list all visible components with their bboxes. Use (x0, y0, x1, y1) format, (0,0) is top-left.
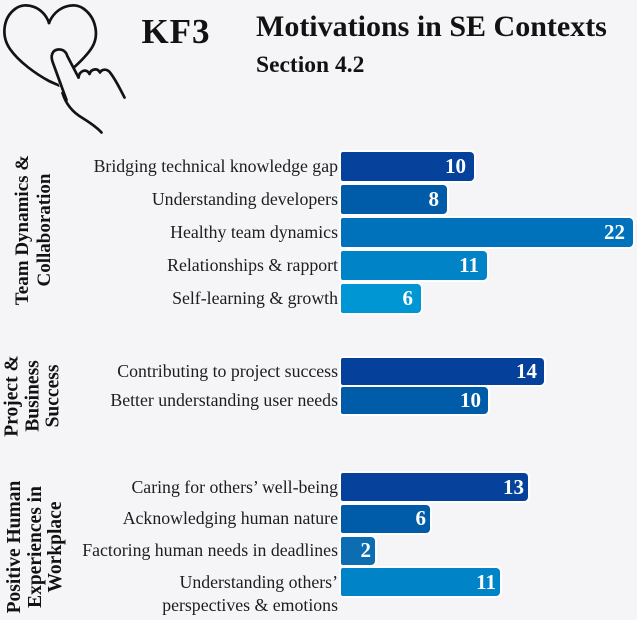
heart-tap-icon-svg (3, 4, 126, 134)
group-label-line: Project & (1, 355, 23, 437)
category-label-line: Healthy team dynamics (170, 221, 338, 242)
category-label-line: Better understanding user needs (110, 390, 338, 411)
bar-value: 11 (476, 569, 496, 594)
category-label-line: Caring for others’ well-being (131, 476, 338, 497)
bar-better-understanding-user-needs: 10 (341, 387, 488, 415)
bar-relationships-rapport: 11 (341, 251, 487, 281)
category-label-line: Self-learning & growth (172, 288, 338, 309)
category-label: Understanding others’ perspectives & emot… (48, 571, 338, 617)
heart-outline (3, 4, 61, 87)
category-label: Caring for others’ well-being (48, 476, 338, 499)
category-label-line: Contributing to project success (117, 360, 338, 381)
category-label: Bridging technical knowledge gap (48, 155, 338, 178)
finger-outline (50, 48, 80, 102)
bar-value: 22 (604, 219, 625, 244)
heart-tap-icon (0, 2, 130, 136)
category-label: Relationships & rapport (48, 254, 338, 277)
bar-value: 6 (402, 286, 414, 311)
category-label: Understanding developers (48, 188, 338, 211)
bar-value: 10 (460, 388, 481, 413)
category-label-line: perspectives & emotions (162, 594, 338, 615)
bar-understanding-others-perspectives-emotio: 11 (341, 568, 500, 597)
group-label-line: Experiences in (24, 486, 46, 608)
bar-value: 14 (516, 358, 537, 383)
bar-value: 2 (360, 538, 372, 563)
category-label-line: Relationships & rapport (167, 255, 338, 276)
group-label-line: Positive Human (3, 480, 25, 614)
bar-understanding-developers: 8 (341, 184, 447, 214)
category-label-line: Bridging technical knowledge gap (93, 155, 338, 176)
bar-value: 10 (445, 153, 466, 178)
group-label-line: Team Dynamics & (12, 154, 33, 306)
category-label: Factoring human needs in deadlines (48, 539, 338, 562)
category-label-line: Factoring human needs in deadlines (82, 540, 338, 561)
hand-silhouette (50, 48, 122, 130)
category-label: Acknowledging human nature (48, 507, 338, 530)
bar-factoring-human-needs-in-deadlines: 2 (341, 536, 375, 565)
group-label-line: Business (21, 360, 43, 432)
category-label-line: Understanding developers (151, 188, 338, 209)
category-label: Healthy team dynamics (48, 221, 338, 244)
category-label: Better understanding user needs (48, 389, 338, 412)
category-label: Self-learning & growth (48, 287, 338, 310)
bar-bridging-technical-knowledge-gap: 10 (341, 151, 474, 181)
category-label-line: Understanding others’ (179, 571, 338, 592)
bar-value: 11 (459, 253, 479, 278)
bar-caring-for-others-well-being: 13 (341, 473, 528, 501)
category-label: Contributing to project success (48, 360, 338, 383)
bar-value: 6 (415, 506, 427, 531)
bar-acknowledging-human-nature: 6 (341, 504, 430, 533)
bar-value: 8 (428, 186, 440, 211)
bar-self-learning-growth: 6 (341, 284, 421, 314)
badge-kf3: KF3 (141, 12, 211, 51)
bar-healthy-team-dynamics: 22 (341, 217, 633, 247)
chart-title: Motivations in SE Contexts (256, 10, 607, 43)
wrist-outline (61, 91, 103, 134)
chart-subtitle: Section 4.2 (256, 52, 365, 78)
bar-value: 13 (503, 474, 524, 499)
knuckles-outline (77, 68, 126, 99)
bar-contributing-to-project-success: 14 (341, 357, 544, 385)
category-label-line: Acknowledging human nature (122, 508, 338, 529)
